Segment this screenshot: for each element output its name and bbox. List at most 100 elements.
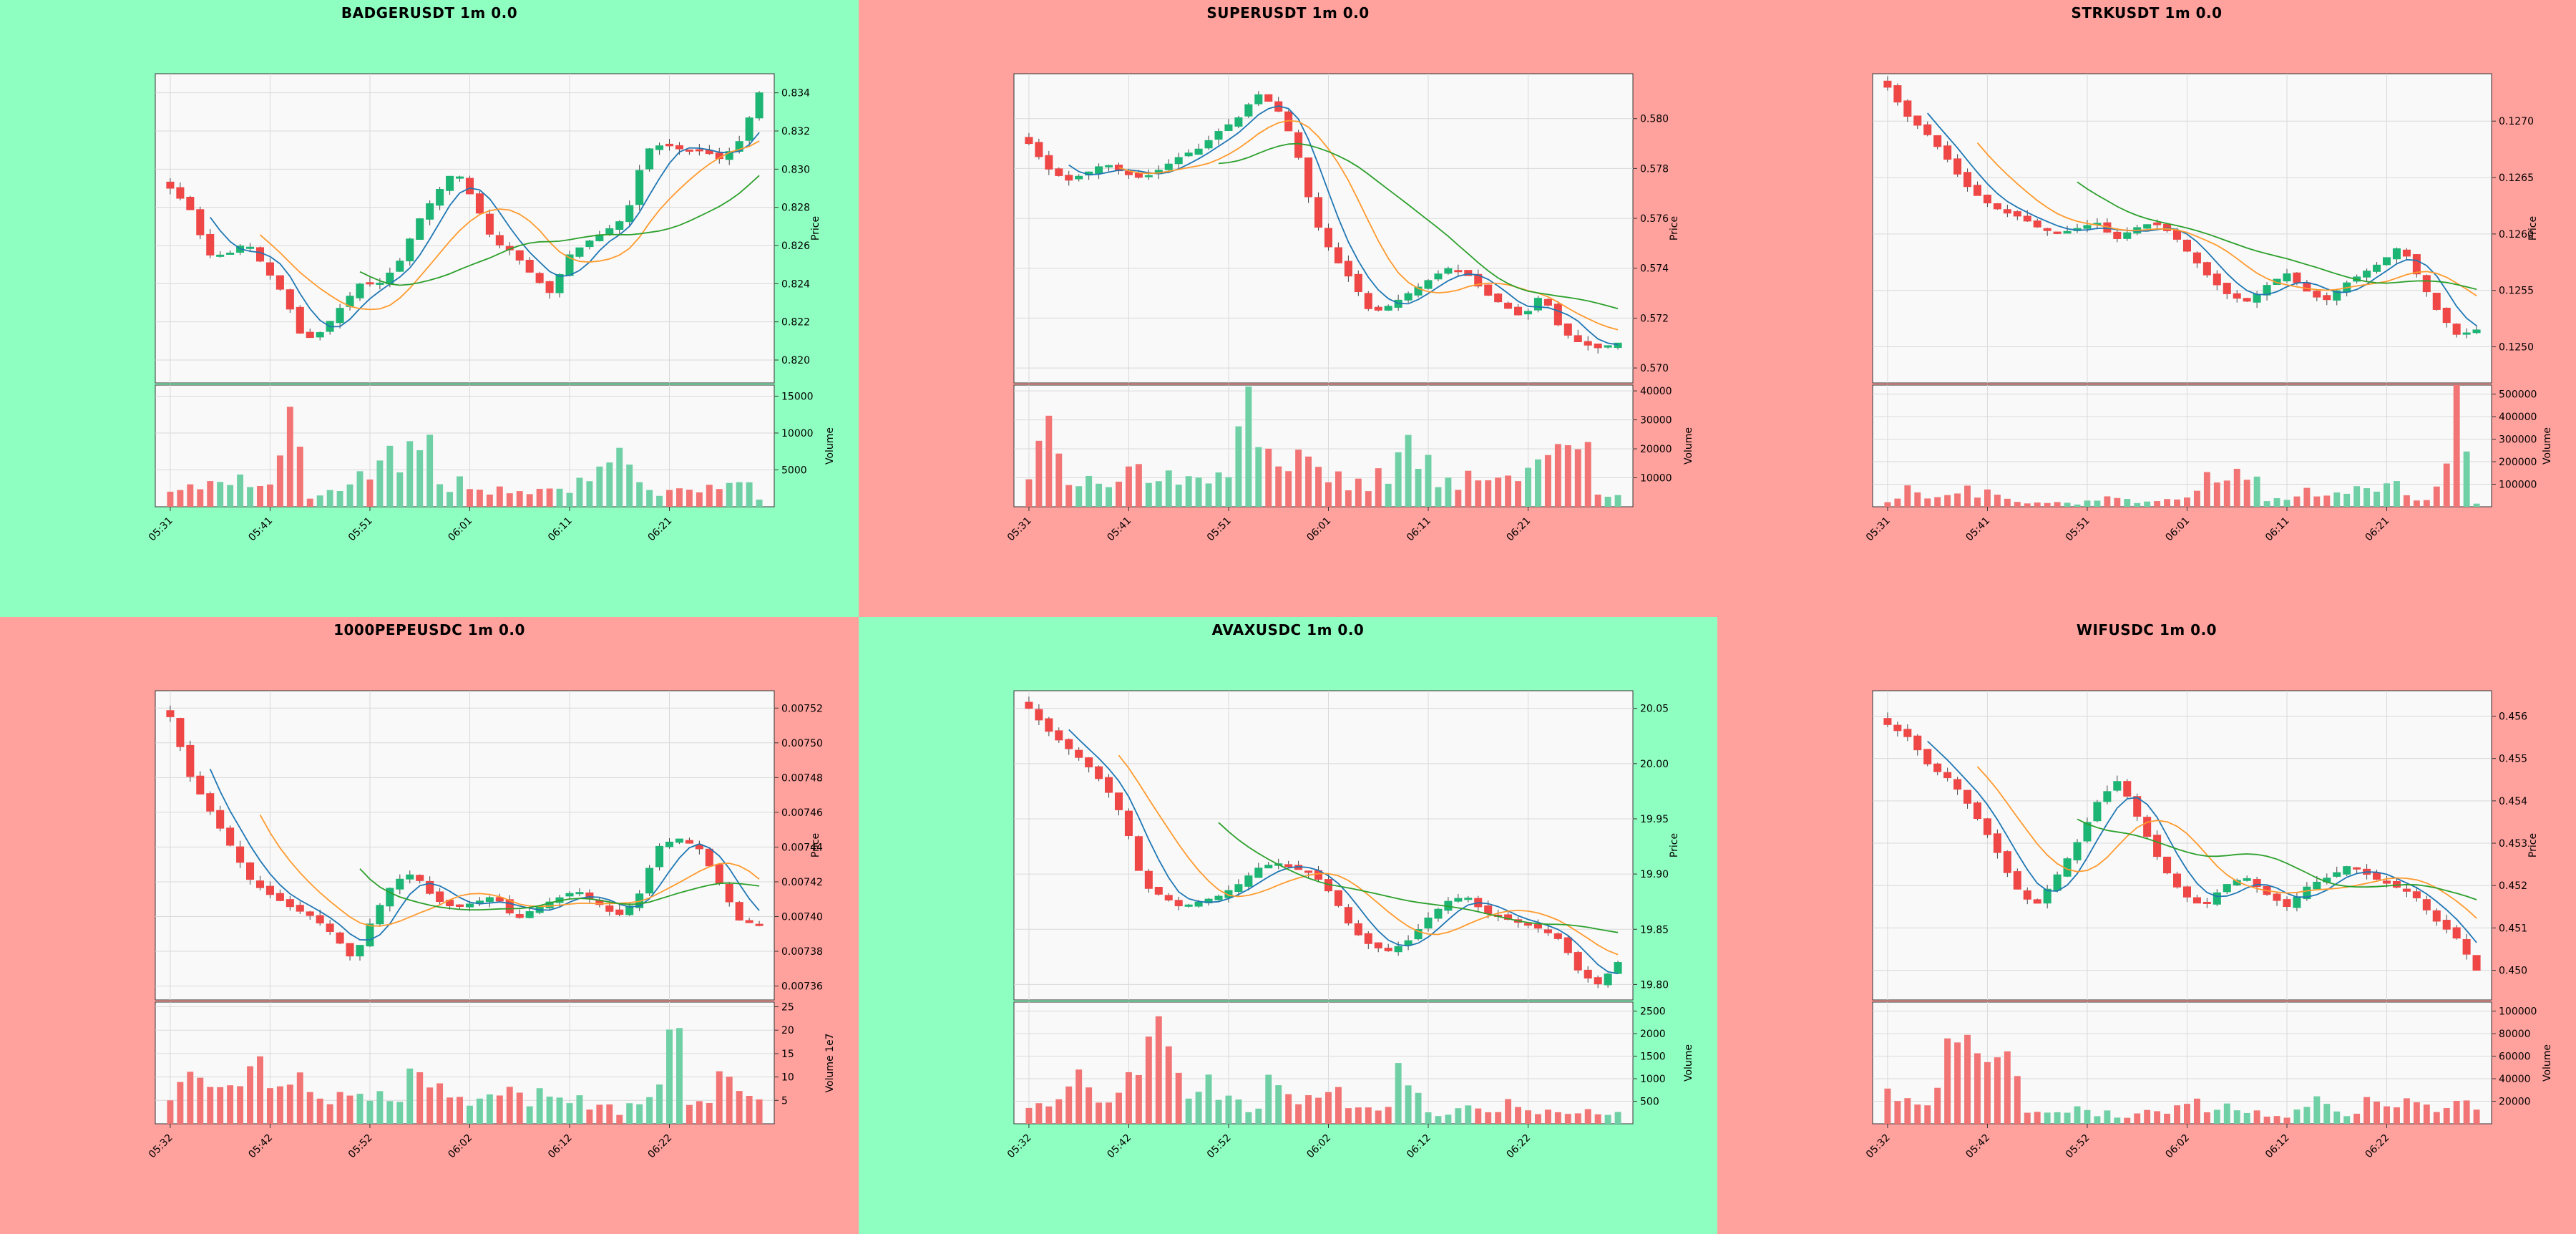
volume-bar	[1415, 1092, 1422, 1124]
candle-body	[535, 273, 544, 283]
ma-line-mid	[259, 140, 760, 311]
ma-line-short	[1927, 112, 2477, 326]
volume-bar	[2363, 488, 2371, 507]
candle-body	[236, 846, 245, 863]
volume-bar	[1175, 485, 1182, 507]
volume-bar	[2104, 1110, 2111, 1124]
volume-bar	[2064, 502, 2071, 507]
candle-body	[2432, 293, 2441, 310]
volume-bar	[1425, 1112, 1432, 1124]
volume-bar	[746, 482, 753, 507]
volume-bar	[1505, 475, 1512, 507]
candle-body	[255, 247, 265, 262]
candle-body	[2113, 231, 2122, 239]
volume-bar	[1315, 1097, 1322, 1124]
volume-bar	[247, 1066, 254, 1124]
price-tick-label: 0.1250	[2499, 342, 2534, 354]
volume-axis-label: Volume	[2542, 1044, 2553, 1082]
volume-bar	[2413, 1102, 2420, 1124]
chart-svg: 19.80 19.85 19.90 19.95 20.00 20.05 500 1000 150…	[1005, 690, 1694, 1160]
candle-body	[2353, 867, 2361, 870]
volume-tick-label: 200000	[2499, 457, 2537, 468]
candle-body	[1075, 175, 1083, 180]
volume-bar	[1045, 415, 1053, 507]
chart-panel-superusdt: SUPERUSDT 1m 0.0 0.570 0.572 0.574 0.576 0.5…	[859, 0, 1717, 617]
candle-body	[745, 920, 753, 923]
volume-bar	[1984, 489, 1991, 507]
volume-bar	[2384, 483, 2390, 507]
candle-body	[495, 235, 504, 246]
volume-bar	[696, 1101, 703, 1124]
candle-body	[675, 145, 683, 150]
candle-body	[1614, 962, 1622, 974]
volume-bar	[2384, 1106, 2390, 1124]
candle-body	[1065, 739, 1073, 749]
candle-body	[615, 221, 624, 230]
chart-panel-badgerusdt: BADGERUSDT 1m 0.0 0.820 0.822 0.824 0.826 0.…	[0, 0, 859, 617]
price-tick-label: 0.1255	[2499, 286, 2534, 297]
volume-bar	[526, 1106, 533, 1124]
volume-bar	[1035, 1103, 1043, 1124]
volume-bar	[1325, 1092, 1332, 1124]
volume-bar	[486, 1094, 493, 1124]
x-tick-label: 06:11	[2263, 515, 2292, 544]
volume-bar	[1075, 486, 1083, 507]
volume-bar	[736, 1091, 743, 1124]
x-tick-label: 06:12	[2263, 1132, 2292, 1161]
volume-bar	[1534, 1114, 1541, 1124]
volume-bar	[1574, 1113, 1581, 1124]
volume-bar	[2034, 1112, 2041, 1124]
candle-body	[695, 149, 703, 152]
price-tick-label: 0.00746	[781, 807, 823, 819]
price-tick-label: 0.00748	[781, 772, 823, 784]
volume-bar	[675, 1028, 683, 1124]
candle-body	[1105, 777, 1113, 793]
volume-bar	[556, 488, 563, 507]
volume-bar	[2303, 487, 2311, 507]
volume-bar	[1035, 440, 1043, 507]
volume-bar	[2293, 1109, 2301, 1124]
volume-bar	[1924, 1105, 1931, 1124]
candle-body	[2373, 872, 2381, 880]
volume-bar	[1525, 1110, 1531, 1124]
volume-bar	[1894, 498, 1901, 507]
volume-bar	[2193, 490, 2200, 507]
candle-body	[1424, 280, 1433, 289]
volume-tick-label: 20	[781, 1025, 794, 1036]
candle-body	[366, 282, 374, 285]
price-axis-label: Price	[2527, 833, 2539, 858]
x-tick-label: 06:21	[2363, 515, 2391, 544]
volume-bar	[506, 1087, 513, 1124]
candle-body	[1983, 818, 1991, 835]
volume-bar	[1125, 466, 1132, 507]
price-tick-label: 0.00738	[781, 946, 823, 958]
candle-body	[275, 893, 284, 901]
candle-body	[1344, 907, 1352, 924]
candle-body	[2293, 896, 2301, 908]
volume-bar	[2054, 502, 2061, 507]
price-tick-label: 0.826	[781, 241, 810, 252]
candle-body	[1095, 766, 1103, 779]
candle-body	[2412, 891, 2421, 898]
candle-body	[2103, 791, 2112, 802]
volume-bar	[326, 490, 333, 507]
volume-bar	[596, 466, 603, 507]
price-tick-label: 0.00744	[781, 842, 823, 853]
volume-bar	[1345, 490, 1352, 507]
candle-body	[1533, 924, 1542, 929]
volume-bar	[1215, 472, 1222, 507]
volume-bar	[1235, 1099, 1242, 1124]
volume-bar	[1365, 491, 1372, 507]
candle-body	[1543, 298, 1552, 306]
candle-body	[1563, 937, 1572, 953]
candle-body	[1454, 270, 1463, 273]
volume-bar	[1475, 480, 1482, 507]
volume-bar	[616, 1114, 623, 1124]
volume-bar	[666, 1029, 673, 1124]
candle-body	[216, 254, 225, 257]
candle-body	[1553, 933, 1562, 939]
volume-bar	[1375, 468, 1382, 507]
candle-body	[485, 897, 494, 903]
volume-bar	[2213, 482, 2220, 507]
volume-bar	[1884, 1088, 1891, 1124]
